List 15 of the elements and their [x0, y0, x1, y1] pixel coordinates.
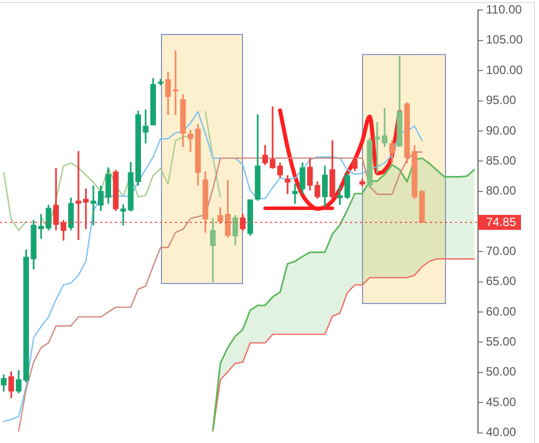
y-tick-label: 45.00 — [486, 394, 516, 409]
y-tick-label: 70.00 — [486, 244, 516, 258]
y-tick-label: 50.00 — [486, 364, 516, 379]
y-tick-label: 60.00 — [486, 304, 516, 318]
y-tick-label: 80.00 — [486, 184, 516, 198]
ref-line-label: 74.85 — [486, 215, 516, 230]
y-tick-label: 95.00 — [486, 93, 516, 108]
y-tick-label: 65.00 — [486, 274, 516, 288]
y-tick-label: 40.00 — [486, 425, 516, 440]
y-tick-label: 110.00 — [486, 2, 522, 17]
y-tick-label: 100.00 — [486, 62, 524, 77]
y-tick-label: 90.00 — [486, 123, 516, 138]
y-tick-label: 55.00 — [486, 334, 516, 349]
y-tick-label: 85.00 — [486, 153, 516, 168]
y-tick-label: 105.00 — [486, 32, 524, 47]
